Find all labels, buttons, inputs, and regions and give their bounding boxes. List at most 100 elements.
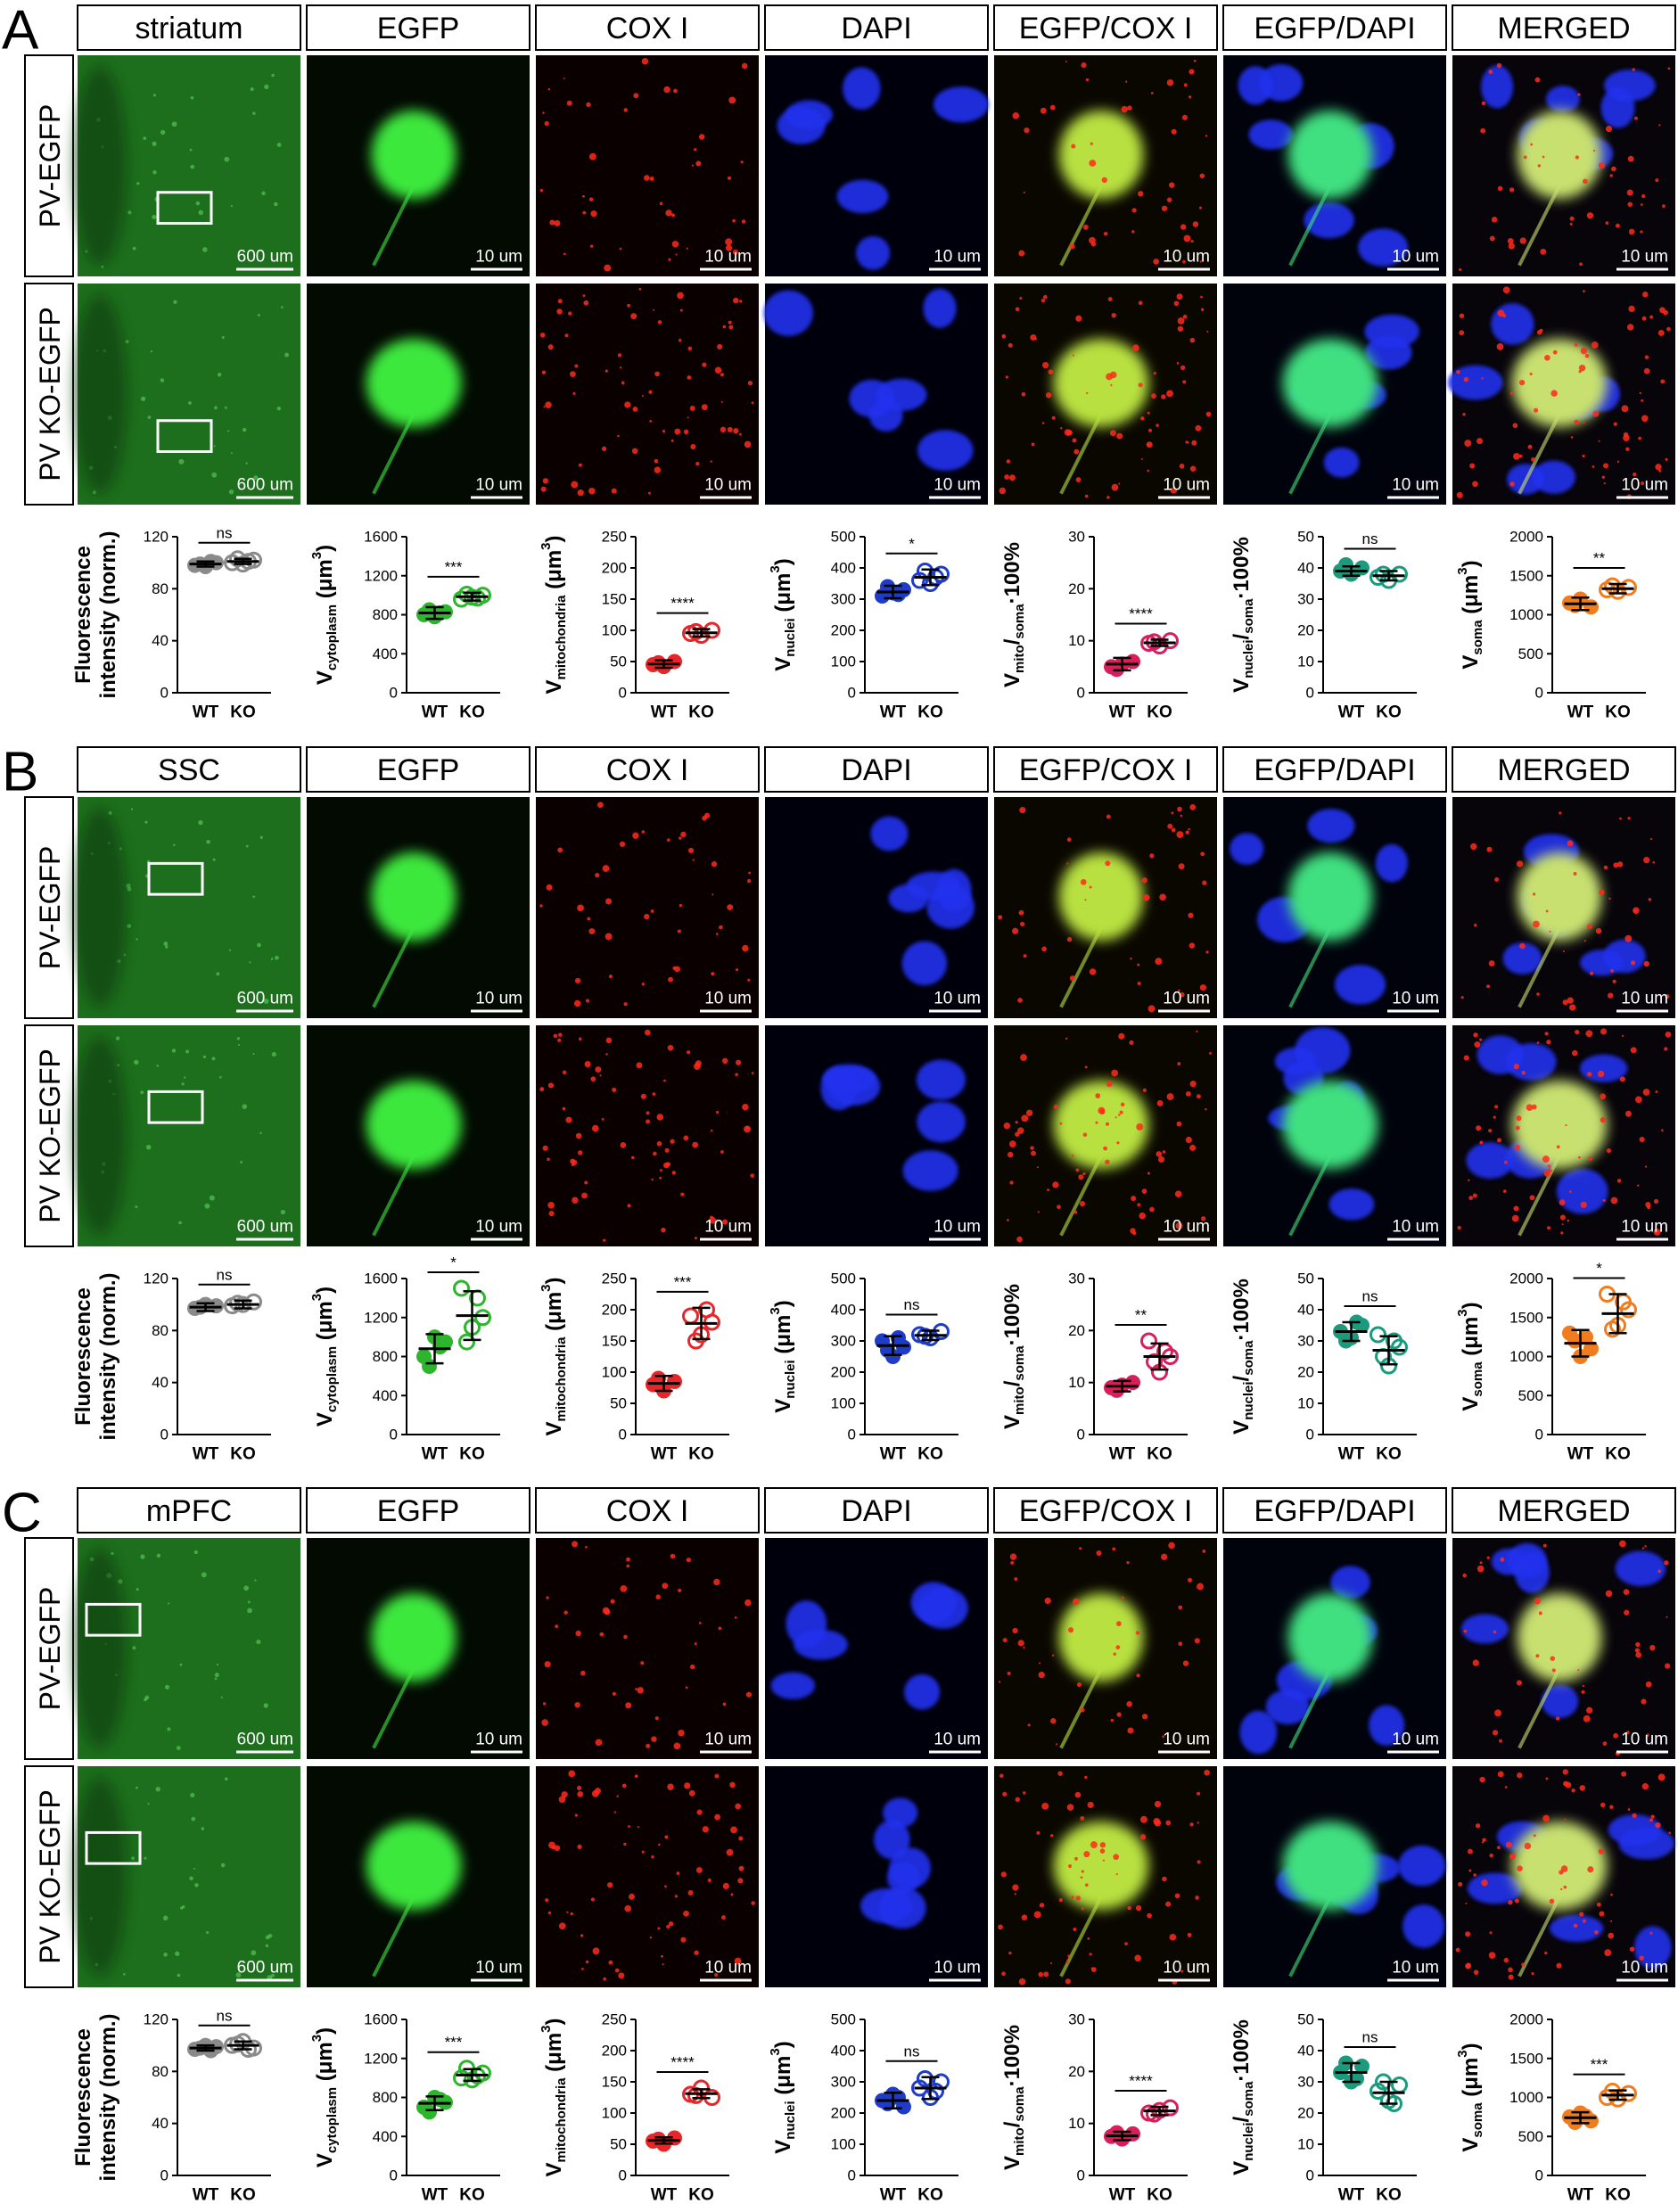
puncta (666, 838, 670, 842)
puncta (1582, 1919, 1586, 1923)
puncta (1536, 1041, 1540, 1044)
y-tick-label: 50 (1297, 529, 1314, 546)
puncta (584, 1180, 588, 1185)
puncta (1170, 487, 1177, 494)
y-tick-label: 0 (619, 1427, 627, 1443)
puncta (1099, 1848, 1106, 1854)
micrograph: 10 um (536, 55, 759, 276)
puncta (742, 944, 749, 952)
puncta (1171, 128, 1177, 135)
y-axis-label-part: ) (313, 2027, 337, 2035)
puncta (1518, 454, 1523, 458)
puncta (1616, 861, 1624, 868)
y-axis-label-part: V (1230, 678, 1254, 693)
puncta (1180, 365, 1186, 370)
y-tick-label: 150 (602, 2074, 627, 2091)
puncta (691, 164, 695, 167)
puncta (564, 333, 569, 338)
y-tick-label: 2000 (1509, 1270, 1543, 1287)
puncta (1547, 1226, 1551, 1230)
puncta (1142, 1088, 1147, 1092)
puncta (1649, 1644, 1656, 1651)
micrograph: 10 um (1452, 55, 1675, 276)
y-axis-label-part: V (1459, 1397, 1483, 1411)
puncta (580, 1670, 586, 1676)
tissue-speck (251, 1950, 257, 1956)
y-axis-label: Vcytoplasm (μm3) (309, 1287, 340, 1427)
puncta (563, 1610, 568, 1615)
tissue-speck (276, 143, 282, 147)
puncta (588, 487, 596, 495)
scale-bar-label: 10 um (1392, 1218, 1439, 1237)
puncta (1539, 328, 1543, 333)
puncta (1182, 1660, 1189, 1666)
image-background (536, 55, 759, 276)
puncta (1475, 1823, 1481, 1829)
puncta (668, 258, 671, 261)
puncta (1535, 1654, 1540, 1658)
nucleus (794, 1629, 848, 1660)
puncta (1049, 1834, 1054, 1838)
puncta (1455, 1947, 1460, 1953)
puncta (546, 884, 553, 891)
puncta (1200, 308, 1205, 311)
puncta (1141, 1188, 1147, 1194)
tissue-speck (145, 1144, 152, 1150)
puncta (1194, 1638, 1200, 1644)
y-axis-label: intensity (norm.) (96, 2013, 120, 2181)
puncta (1460, 996, 1464, 999)
puncta (1023, 954, 1027, 958)
tissue-speck (179, 1663, 183, 1666)
y-axis-label-part: V (313, 2153, 337, 2167)
scale-bar-label: 600 um (237, 1959, 293, 1978)
puncta (558, 1922, 566, 1930)
puncta (1008, 1140, 1016, 1147)
puncta (1489, 235, 1495, 242)
puncta (1589, 971, 1594, 975)
puncta (1137, 963, 1140, 966)
puncta (1153, 372, 1156, 375)
y-tick-label: 0 (1535, 685, 1543, 702)
puncta (1074, 1856, 1078, 1861)
puncta (1629, 1946, 1635, 1952)
tissue-speck (276, 406, 282, 411)
soma (1053, 1081, 1149, 1170)
puncta (1118, 1032, 1125, 1040)
puncta (1140, 416, 1145, 421)
micrograph: 10 um (307, 284, 530, 505)
puncta (1504, 1786, 1508, 1789)
puncta (543, 406, 546, 408)
puncta (614, 1968, 620, 1973)
y-axis-label-part: Fluorescence (71, 2028, 95, 2167)
nucleus (1481, 65, 1514, 109)
puncta (675, 253, 678, 256)
puncta (591, 1124, 599, 1132)
puncta (1623, 434, 1630, 441)
column-header-box (764, 4, 989, 51)
puncta (670, 213, 675, 218)
y-axis-label-part: soma (1470, 620, 1485, 655)
puncta (1050, 1718, 1057, 1724)
puncta (649, 176, 654, 182)
puncta (1538, 1611, 1542, 1616)
puncta (1180, 224, 1187, 230)
puncta (623, 108, 629, 112)
puncta (1083, 1851, 1090, 1858)
puncta (747, 978, 751, 982)
puncta (563, 252, 566, 256)
data-point (469, 589, 486, 607)
puncta (1462, 1573, 1467, 1578)
y-axis-label-part: ) (1459, 2043, 1483, 2050)
puncta (604, 264, 612, 272)
puncta (1157, 1155, 1165, 1164)
puncta (1562, 999, 1568, 1006)
puncta (1087, 1937, 1090, 1940)
tissue-speck (224, 1777, 228, 1781)
puncta (1006, 459, 1011, 464)
puncta (677, 292, 684, 300)
puncta (1039, 1662, 1041, 1665)
puncta (1052, 1181, 1059, 1188)
tissue-speck (167, 1727, 171, 1731)
puncta (1031, 1150, 1036, 1156)
y-axis-label: Vmito/soma·100% (1000, 542, 1028, 687)
